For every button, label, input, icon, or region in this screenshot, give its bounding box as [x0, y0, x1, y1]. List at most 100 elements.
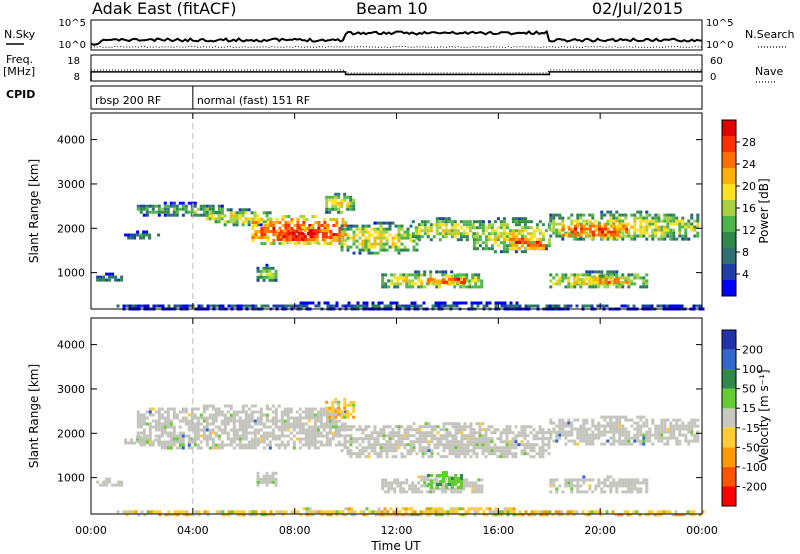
echo-cell — [316, 410, 320, 414]
nsearch-label: N.Search — [745, 28, 795, 41]
echo-cell — [205, 404, 209, 408]
echo-cell — [451, 477, 454, 480]
echo-cell — [581, 510, 585, 514]
echo-cell — [226, 208, 230, 212]
echo-cell — [145, 207, 149, 211]
echo-cell — [190, 204, 194, 208]
echo-cell — [448, 422, 452, 426]
echo-cell — [475, 437, 479, 441]
y-tick-label: 1000 — [57, 472, 85, 485]
echo-cell — [493, 452, 497, 456]
echo-cell — [526, 452, 530, 456]
echo-cell — [268, 278, 272, 282]
echo-cell — [172, 201, 176, 205]
echo-cell — [442, 474, 445, 477]
echo-cell — [287, 304, 291, 308]
echo-cell — [301, 410, 305, 414]
echo-cell — [166, 207, 170, 211]
freq-tick-low: 8 — [74, 72, 80, 83]
echo-cell — [549, 484, 553, 488]
echo-cell — [274, 413, 278, 417]
echo-cell — [337, 434, 341, 438]
echo-cell — [145, 422, 149, 426]
echo-cell — [613, 227, 616, 231]
echo-cell — [469, 431, 473, 435]
echo-cell — [265, 413, 269, 417]
echo-cell — [511, 440, 515, 444]
echo-cell — [211, 407, 215, 411]
echo-cell — [657, 237, 661, 241]
echo-cell — [311, 510, 315, 514]
echo-cell — [485, 301, 489, 305]
echo-cell — [226, 404, 230, 408]
echo-cell — [460, 425, 464, 429]
cpid-segment-label: normal (fast) 151 RF — [197, 94, 310, 107]
echo-cell — [598, 227, 601, 231]
echo-cell — [220, 440, 224, 444]
echo-cell — [558, 418, 562, 422]
echo-cell — [241, 223, 245, 227]
echo-cell — [370, 446, 374, 450]
echo-cell — [636, 276, 640, 280]
echo-cell — [645, 231, 649, 235]
echo-cell — [484, 235, 488, 239]
echo-cell — [349, 403, 353, 407]
echo-cell — [304, 413, 308, 417]
echo-cell — [399, 490, 403, 494]
echo-cell — [384, 481, 388, 485]
echo-cell — [289, 422, 293, 426]
echo-cell — [394, 236, 398, 240]
echo-cell — [340, 210, 344, 214]
echo-cell — [271, 431, 275, 435]
echo-cell — [241, 422, 245, 426]
echo-cell — [421, 449, 425, 453]
echo-cell — [259, 269, 263, 273]
echo-cell — [370, 434, 374, 438]
echo-cell — [666, 427, 670, 431]
echo-cell — [615, 424, 619, 428]
echo-cell — [538, 428, 542, 432]
echo-cell — [508, 452, 512, 456]
echo-cell — [606, 421, 610, 425]
echo-cell — [509, 304, 513, 308]
echo-cell — [139, 233, 143, 237]
echo-cell — [232, 440, 236, 444]
echo-cell — [169, 201, 173, 205]
echo-cell — [687, 222, 691, 226]
echo-cell — [323, 239, 327, 242]
echo-cell — [408, 282, 412, 286]
echo-cell — [454, 474, 457, 477]
echo-cell — [465, 285, 469, 289]
echo-cell — [334, 397, 338, 401]
echo-cell — [307, 413, 311, 417]
echo-cell — [331, 406, 335, 410]
echo-cell — [178, 419, 182, 423]
echo-cell — [609, 279, 613, 283]
echo-cell — [211, 443, 215, 447]
echo-cell — [622, 227, 625, 231]
echo-cell — [592, 233, 595, 237]
echo-cell — [157, 413, 161, 417]
echo-cell — [133, 233, 137, 237]
echo-cell — [396, 478, 400, 482]
echo-cell — [485, 304, 489, 308]
echo-cell — [585, 231, 589, 235]
echo-cell — [382, 221, 386, 225]
echo-cell — [526, 425, 530, 429]
echo-cell — [633, 276, 637, 280]
echo-cell — [520, 250, 524, 254]
echo-cell — [160, 446, 164, 450]
echo-cell — [624, 439, 628, 443]
echo-cell — [405, 490, 409, 494]
echo-cell — [108, 275, 112, 279]
echo-cell — [523, 449, 527, 453]
echo-cell — [343, 410, 347, 414]
echo-cell — [417, 238, 421, 242]
echo-cell — [376, 443, 380, 447]
echo-cell — [669, 424, 673, 428]
echo-cell — [402, 276, 406, 280]
echo-cell — [105, 477, 109, 481]
echo-cell — [316, 416, 320, 420]
echo-cell — [591, 424, 595, 428]
echo-cell — [621, 415, 625, 419]
